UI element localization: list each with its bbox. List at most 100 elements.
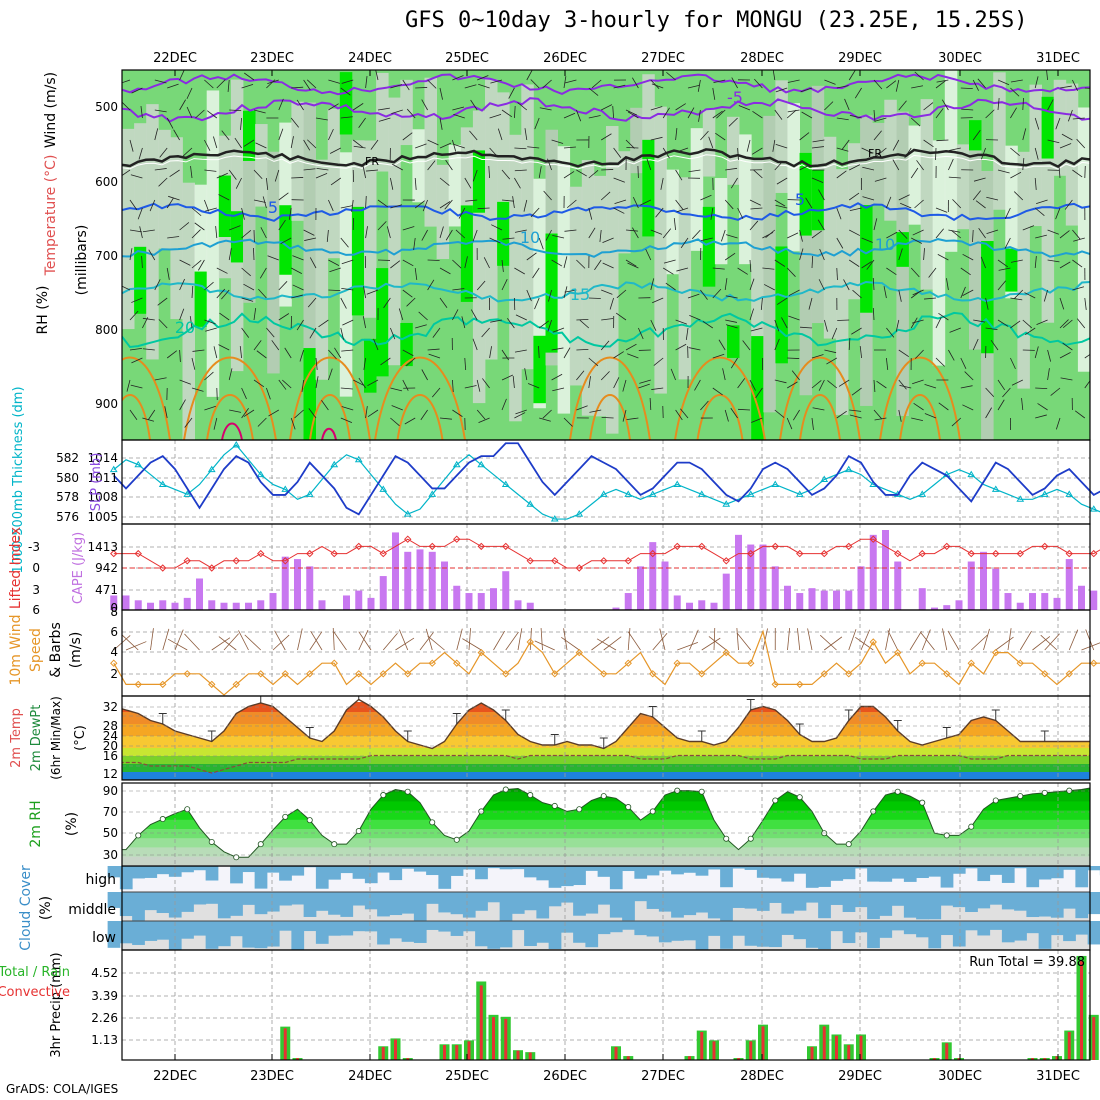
cloud-bar — [1014, 921, 1027, 941]
thickness-point — [403, 510, 412, 517]
wind-barb — [775, 87, 788, 93]
wind-barb — [476, 379, 481, 392]
wind-speed-point — [649, 670, 657, 678]
wind-barb — [534, 117, 540, 130]
wind-barb — [774, 259, 786, 267]
cloud-bar — [242, 866, 256, 873]
wind-barb — [501, 374, 514, 381]
thickness-point — [452, 460, 461, 468]
wind-barb — [191, 229, 201, 239]
wind-barb — [1084, 297, 1087, 310]
wind-barb — [552, 387, 565, 392]
axis-tick-label: 471 — [95, 583, 118, 597]
wind-barb — [886, 80, 897, 89]
wind-barb — [464, 256, 468, 269]
wind-barb — [737, 408, 751, 411]
wind-barb-10m — [627, 631, 641, 651]
wind-barb — [501, 199, 514, 202]
precip-convective-bar — [810, 1046, 814, 1060]
wind-barb — [712, 267, 725, 270]
wind-barb — [452, 379, 454, 392]
axis-title: Cloud Cover — [18, 865, 34, 951]
wind-barb-10m — [1068, 629, 1079, 651]
wind-barb — [924, 413, 937, 419]
cloud-bar — [609, 921, 623, 933]
wind-barb — [481, 327, 490, 338]
wind-barb — [278, 219, 286, 231]
date-label-top: 29DEC — [838, 51, 882, 66]
wind-barb-10m — [310, 630, 323, 651]
wind-barb — [849, 414, 862, 419]
axis-tick-label: 1014 — [87, 451, 118, 465]
wind-barb-10m — [603, 636, 622, 651]
wind-barb — [685, 327, 689, 340]
precip-convective-bar — [749, 1041, 753, 1060]
wind-speed-point — [208, 680, 216, 689]
rh-shade-column — [739, 134, 752, 265]
lifted-index-point — [257, 549, 265, 558]
wind-barb — [937, 254, 949, 261]
wind-barb — [179, 222, 190, 231]
axis-tick-label: 0 — [32, 561, 40, 575]
date-label-top: 24DEC — [348, 51, 392, 66]
wind-barb — [205, 207, 217, 212]
axis-title: & Barbs — [48, 622, 64, 678]
lifted-index-point — [404, 535, 412, 543]
rh-shade-column — [932, 140, 946, 366]
cloud-bar — [842, 921, 856, 944]
cloud-bar — [1075, 866, 1089, 888]
cloud-bar — [291, 892, 305, 905]
wind-barb — [819, 248, 825, 261]
cape-bar — [747, 544, 755, 610]
wind-barb — [650, 319, 657, 331]
cloud-bar — [1063, 892, 1076, 909]
cloud-bar — [107, 921, 121, 948]
precip-convective-bar — [700, 1032, 704, 1060]
rh-band — [122, 838, 1090, 848]
wind-barb — [892, 139, 900, 151]
wind-barb — [977, 78, 986, 89]
wind-barb — [461, 316, 466, 329]
cloud-bar — [462, 866, 476, 870]
wind-barb — [1034, 346, 1039, 359]
cloud-bar — [291, 921, 305, 950]
wind-barb — [427, 348, 440, 351]
thickness-point — [991, 485, 1000, 492]
contour-label: 10 — [520, 228, 540, 247]
cloud-bar — [205, 921, 219, 949]
wind-barb — [483, 257, 490, 269]
wind-barb — [625, 229, 638, 232]
wind-barb — [886, 231, 898, 239]
cloud-bar — [965, 921, 978, 931]
wind-barb — [131, 297, 143, 303]
cloud-bar — [1075, 921, 1089, 935]
wind-barb — [158, 177, 168, 187]
rh-shade-column — [1041, 129, 1055, 323]
wind-barb — [826, 357, 838, 365]
wind-barb — [700, 289, 708, 300]
wind-barb — [414, 200, 425, 209]
wind-barb — [341, 79, 354, 84]
cloud-bar — [328, 892, 341, 915]
wind-barb — [978, 227, 986, 239]
cloud-bar — [524, 866, 537, 878]
thickness-point — [575, 510, 584, 517]
cape-bar — [269, 593, 277, 610]
wind-barb — [390, 177, 394, 190]
rh-point — [478, 808, 485, 815]
wind-barb — [453, 113, 465, 119]
wind-barb — [625, 259, 637, 267]
cloud-bar — [413, 892, 427, 921]
wind-barb — [1021, 398, 1024, 411]
wind-barb — [318, 319, 329, 328]
axis-title: Speed — [28, 628, 44, 672]
wind-barb — [898, 409, 902, 422]
wind-barb-10m — [358, 629, 369, 651]
wind-barb — [205, 327, 217, 332]
wind-barb — [774, 379, 787, 384]
wind-barb — [1084, 87, 1090, 89]
cloud-bar — [622, 866, 635, 872]
wind-barb — [873, 79, 883, 90]
cloud-bar — [1063, 866, 1076, 870]
